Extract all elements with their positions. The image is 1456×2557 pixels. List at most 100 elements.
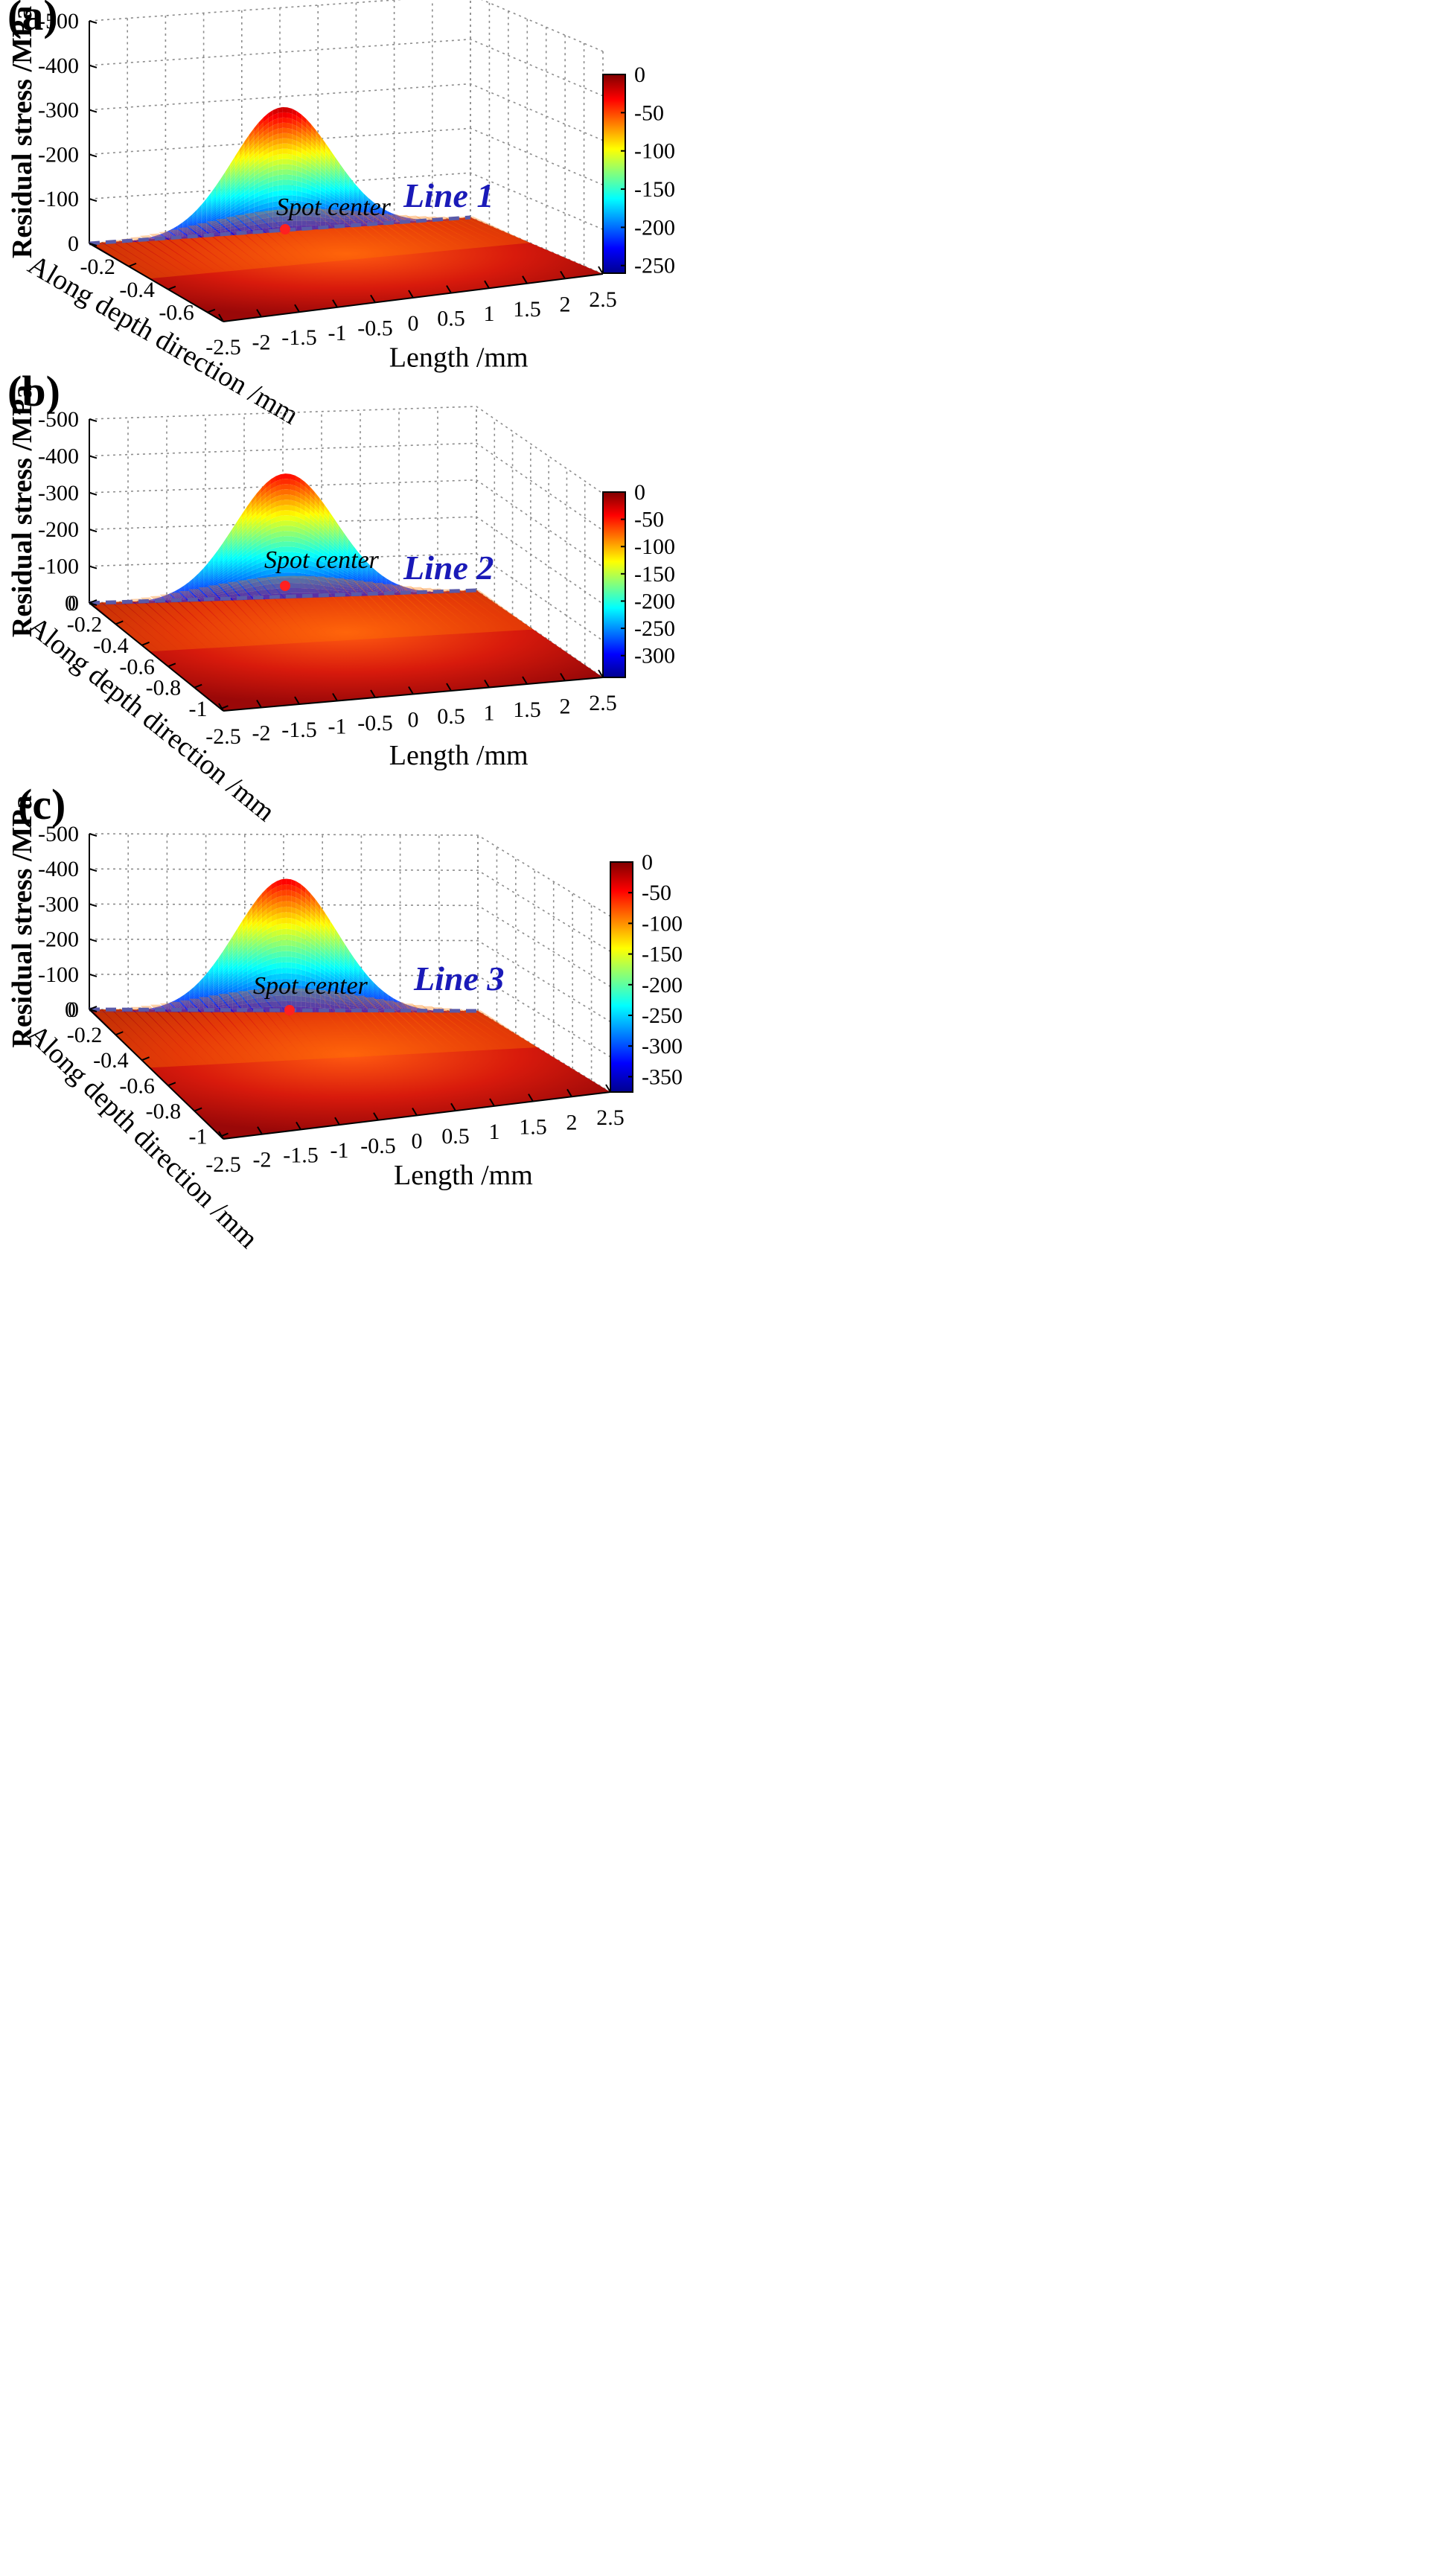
surface-patch	[254, 224, 259, 230]
surface-patch	[282, 211, 287, 217]
surface-patch	[254, 136, 259, 146]
surface-patch	[244, 138, 249, 150]
surface-patch	[239, 195, 245, 203]
surface-patch	[182, 226, 188, 230]
surface-patch	[173, 227, 178, 231]
surface-patch	[201, 211, 207, 217]
surface-patch	[263, 133, 269, 141]
surface-patch	[287, 179, 293, 185]
surface-patch	[159, 234, 164, 237]
surface-patch	[334, 165, 340, 175]
surface-patch	[358, 190, 364, 197]
surface-patch	[206, 205, 211, 212]
surface-patch	[382, 216, 388, 218]
surface-patch	[230, 225, 235, 230]
surface-patch	[206, 211, 211, 217]
surface-patch	[392, 220, 397, 222]
surface-patch	[211, 223, 216, 228]
x-tick-label: 1	[484, 301, 495, 326]
surface-patch	[320, 190, 326, 197]
surface-patch	[173, 232, 178, 234]
surface-patch	[354, 205, 359, 209]
surface-patch	[281, 505, 286, 511]
surface-patch	[368, 209, 374, 213]
surface-patch	[220, 195, 226, 203]
surface-patch	[397, 214, 402, 217]
surface-patch	[211, 219, 216, 224]
surface-patch	[206, 226, 211, 229]
surface-patch	[301, 153, 307, 161]
surface-patch	[320, 221, 326, 226]
surface-patch	[206, 220, 211, 225]
surface-patch	[296, 131, 302, 139]
surface-patch	[363, 219, 368, 222]
surface-patch	[411, 222, 416, 223]
surface-patch	[373, 206, 378, 211]
surface-patch	[301, 143, 307, 152]
surface-patch	[354, 202, 359, 208]
surface-patch	[167, 232, 173, 235]
surface-patch	[339, 201, 345, 206]
surface-patch	[282, 122, 287, 128]
surface-patch	[310, 128, 316, 138]
surface-skirt	[272, 209, 340, 262]
surface-patch	[382, 219, 388, 221]
surface-patch	[392, 220, 397, 221]
surface-patch	[263, 167, 269, 176]
surface-patch	[354, 219, 359, 222]
surface-patch	[387, 211, 392, 214]
surface-patch	[201, 199, 207, 206]
surface-patch	[411, 219, 416, 220]
surface-patch	[281, 520, 286, 526]
surface-patch	[320, 217, 326, 222]
surface-patch	[149, 237, 154, 239]
surface-patch	[325, 193, 331, 199]
surface-patch	[320, 213, 326, 218]
surface-patch	[349, 185, 354, 192]
surface-patch	[387, 215, 392, 218]
surface-patch	[201, 227, 207, 231]
surface-patch	[354, 211, 359, 216]
surface-patch	[363, 215, 368, 218]
surface-patch	[287, 205, 293, 211]
surface-patch	[239, 226, 245, 232]
surface-patch	[149, 239, 154, 240]
surface-patch	[349, 181, 354, 188]
y-axis-line	[89, 243, 224, 322]
surface-patch	[330, 225, 335, 229]
surface-patch	[316, 138, 321, 148]
surface-patch	[296, 196, 302, 202]
surface-skirt	[120, 238, 188, 276]
spot-center-marker	[280, 224, 290, 234]
surface-patch	[215, 193, 221, 201]
surface-patch	[373, 214, 378, 217]
surface-patch	[363, 196, 368, 202]
surface-skirt	[301, 208, 368, 259]
surface-patch	[334, 183, 340, 191]
surface-patch	[230, 215, 235, 221]
surface-patch	[282, 190, 287, 196]
surface-patch	[354, 186, 359, 194]
surface-patch	[239, 149, 245, 160]
x-tick-label: 1.5	[513, 297, 541, 322]
surface-patch	[254, 168, 259, 177]
surface-patch	[334, 189, 340, 196]
surface-patch	[330, 192, 335, 199]
surface-patch	[263, 182, 269, 190]
surface-patch	[258, 185, 264, 192]
surface-patch	[225, 199, 231, 207]
surface-patch	[215, 224, 221, 229]
surface-patch	[411, 219, 416, 220]
surface-patch	[244, 209, 249, 215]
surface-patch	[263, 197, 269, 205]
surface-patch	[159, 235, 164, 237]
surface-patch	[287, 185, 293, 191]
surface-patch	[310, 159, 316, 167]
surface-patch	[187, 218, 192, 223]
surface-patch	[377, 214, 383, 217]
surface-patch	[296, 165, 302, 173]
surface-patch	[306, 193, 311, 199]
surface-patch	[382, 214, 388, 217]
surface-patch	[306, 151, 311, 160]
surface-patch	[377, 216, 383, 218]
